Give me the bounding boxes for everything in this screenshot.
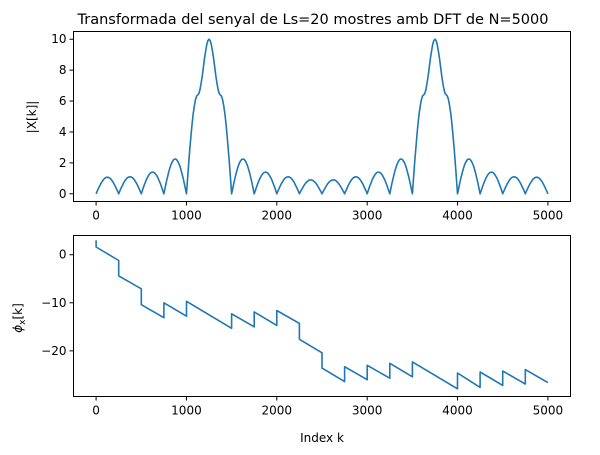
magnitude-axes: Transformada del senyal de Ls=20 mostres… xyxy=(25,12,571,223)
phase-xtick-label: 0 xyxy=(92,404,100,418)
magnitude-series-line xyxy=(95,38,549,195)
magnitude-ytick-label: 0 xyxy=(59,187,67,201)
magnitude-ytick-label: 10 xyxy=(51,32,66,46)
phase-series-line xyxy=(95,240,549,390)
chart-title: Transformada del senyal de Ls=20 mostres… xyxy=(77,12,549,28)
phase-axes: Index k ϕx[k] 0 1000 2000 3000 4000 5000 0 −10 −… xyxy=(11,235,571,445)
magnitude-ylabel: |X[k]| xyxy=(25,101,39,134)
phase-ylabel: ϕx[k] xyxy=(11,303,28,333)
phase-ytick-label: 0 xyxy=(59,248,67,262)
phase-ytick-label: −20 xyxy=(41,344,66,358)
magnitude-xtick-label: 0 xyxy=(92,209,100,223)
phase-ticks: 0 1000 2000 3000 4000 5000 0 −10 −20 xyxy=(41,248,563,418)
phase-xlabel: Index k xyxy=(300,431,344,445)
phase-axes-frame xyxy=(73,235,571,397)
magnitude-ticks: 0 1000 2000 3000 4000 5000 0 2 4 6 8 10 xyxy=(51,32,563,222)
magnitude-ytick-label: 4 xyxy=(59,125,67,139)
phase-xtick-label: 4000 xyxy=(442,404,473,418)
phase-xtick-label: 1000 xyxy=(171,404,202,418)
magnitude-ytick-label: 8 xyxy=(59,63,67,77)
magnitude-xtick-label: 4000 xyxy=(442,209,473,223)
phase-xtick-label: 5000 xyxy=(533,404,564,418)
magnitude-xtick-label: 5000 xyxy=(533,209,564,223)
magnitude-ytick-label: 6 xyxy=(59,94,67,108)
magnitude-ytick-label: 2 xyxy=(59,156,67,170)
phase-ytick-label: −10 xyxy=(41,296,66,310)
phase-xtick-label: 3000 xyxy=(352,404,383,418)
magnitude-axes-frame xyxy=(73,31,571,202)
magnitude-xtick-label: 3000 xyxy=(352,209,383,223)
phase-xtick-label: 2000 xyxy=(262,404,293,418)
magnitude-xtick-label: 1000 xyxy=(171,209,202,223)
magnitude-xtick-label: 2000 xyxy=(262,209,293,223)
